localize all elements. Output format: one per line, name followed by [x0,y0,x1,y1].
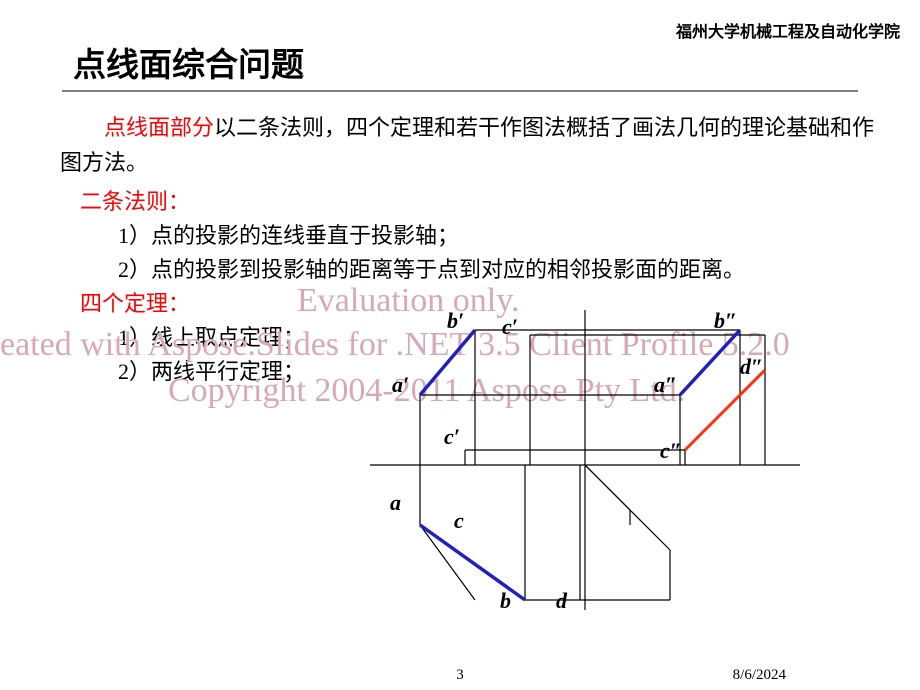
page-title: 点线面综合问题 [73,38,304,86]
diagram-label-a: a [390,490,401,516]
subheading-rules: 二条法则： [80,184,190,216]
diagram-label-d: d [556,588,567,614]
theorem-2: 2）两线平行定理； [118,354,305,386]
footer-page-number: 3 [456,667,464,684]
diagram-label-cp_top: c′ [502,314,518,340]
diagram-label-cpp: c″ [660,438,682,464]
diagram-label-cp: c′ [444,424,460,450]
intro-lead: 点线面部分 [104,115,214,140]
title-underline [62,90,858,92]
diagram-label-app: a″ [654,372,677,398]
diagram-label-bp: b′ [447,308,464,334]
rule-2: 2）点的投影到投影轴的距离等于点到对应的相邻投影面的距离。 [118,252,898,284]
subheading-theorems: 四个定理： [80,286,190,318]
footer-date: 8/6/2024 [733,667,786,684]
header-org: 福州大学机械工程及自动化学院 [676,18,900,42]
projection-diagram: b′ c′ b″ a′ a″ d″ c′ c″ a c b d [370,310,830,630]
diagram-label-ap: a′ [392,372,409,398]
diagram-label-c: c [454,508,464,534]
intro-paragraph: 点线面部分以二条法则，四个定理和若干作图法概括了画法几何的理论基础和作图方法。 [60,110,890,180]
diagram-label-dpp: d″ [740,354,763,380]
diagram-label-b: b [500,588,511,614]
diagram-label-bpp: b″ [714,308,737,334]
rule-1: 1）点的投影的连线垂直于投影轴； [118,218,459,250]
theorem-1: 1）线上取点定理； [118,320,305,352]
